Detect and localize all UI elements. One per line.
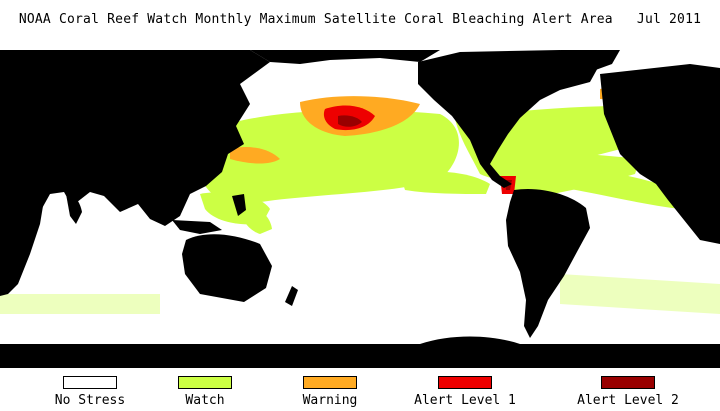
legend-item: No Stress bbox=[20, 376, 160, 408]
legend-label: No Stress bbox=[54, 393, 126, 408]
legend-label: Alert Level 2 bbox=[577, 393, 679, 408]
japan-warning bbox=[230, 147, 280, 164]
legend-label: Alert Level 1 bbox=[414, 393, 516, 408]
new-zealand bbox=[285, 286, 298, 306]
legend-label: Watch bbox=[185, 393, 225, 408]
map-svg bbox=[0, 44, 720, 368]
legend-swatch bbox=[63, 376, 117, 389]
legend-item: Watch bbox=[135, 376, 275, 408]
bleaching-alert-map bbox=[0, 44, 720, 368]
africa-east-edge bbox=[0, 172, 45, 296]
legend: No Stress Watch Warning Alert Level 1 Alert … bbox=[0, 376, 720, 411]
antarctica bbox=[0, 344, 720, 368]
siberia-east bbox=[250, 50, 440, 64]
legend-item: Alert Level 1 bbox=[395, 376, 535, 408]
legend-swatch bbox=[303, 376, 357, 389]
indonesia bbox=[172, 220, 222, 234]
india bbox=[66, 194, 82, 224]
map-title: NOAA Coral Reef Watch Monthly Maximum Sa… bbox=[18, 12, 702, 27]
land-masses bbox=[0, 50, 720, 368]
australia bbox=[182, 234, 272, 302]
tropical-atlantic-watch bbox=[560, 164, 690, 209]
north-america bbox=[418, 50, 600, 188]
eastern-pacific-watch bbox=[400, 171, 490, 194]
south-america bbox=[506, 188, 590, 338]
map-date: Jul 2011 bbox=[636, 12, 702, 27]
legend-swatch bbox=[178, 376, 232, 389]
legend-swatch bbox=[438, 376, 492, 389]
greenland bbox=[560, 50, 620, 72]
legend-item: Warning bbox=[260, 376, 400, 408]
southern-ocean-watch bbox=[0, 294, 160, 314]
legend-label: Warning bbox=[302, 393, 358, 408]
north-pacific-watch bbox=[190, 110, 459, 205]
philippines bbox=[232, 194, 246, 216]
south-atlantic-watch bbox=[560, 274, 720, 314]
indonesia-watch bbox=[240, 204, 272, 234]
legend-item: Alert Level 2 bbox=[558, 376, 698, 408]
north-pacific-alert2 bbox=[338, 115, 362, 127]
europe-africa-east bbox=[600, 64, 720, 244]
europe bbox=[0, 50, 70, 114]
antarctic-peninsula bbox=[420, 336, 520, 344]
legend-swatch bbox=[601, 376, 655, 389]
